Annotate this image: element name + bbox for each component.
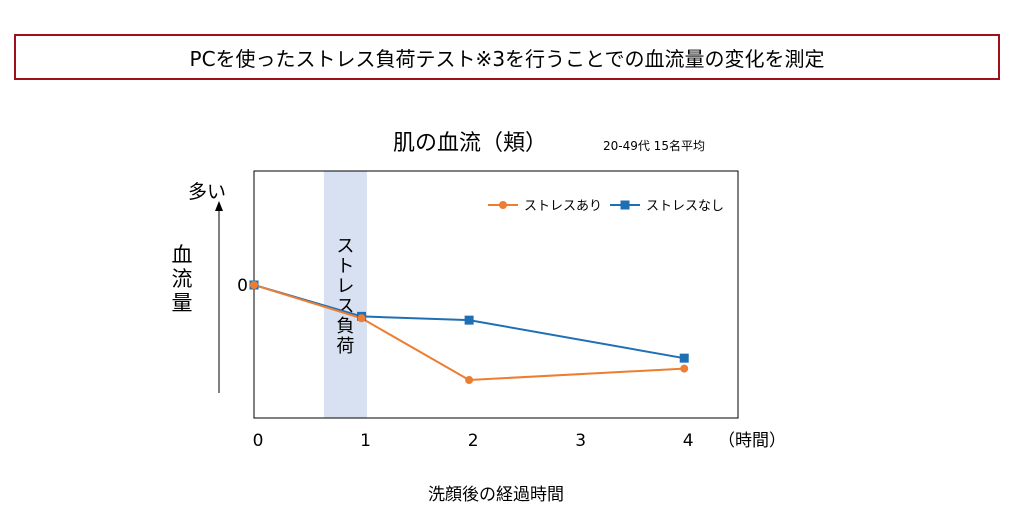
x-axis-label: 洗顔後の経過時間	[428, 485, 564, 505]
no-stress-point	[679, 353, 689, 363]
stress-band-char: 負	[336, 316, 354, 337]
chart-subtitle: 20-49代 15名平均	[603, 138, 705, 153]
stress-band-label: ストレス負荷	[336, 236, 354, 357]
stress-band-char: 荷	[336, 336, 354, 357]
x-tick-label: 1	[360, 431, 371, 451]
y-arrow-head	[215, 201, 223, 211]
x-tick-label: 0	[253, 431, 264, 451]
y-axis-label-char: 流	[172, 267, 193, 291]
legend-marker	[620, 200, 630, 210]
stress-band-char: ト	[336, 256, 354, 277]
stress-point	[680, 364, 689, 373]
chart-title: 肌の血流（頬）	[393, 131, 547, 156]
y-axis-label: 血流量	[172, 243, 193, 315]
x-tick-label: 3	[575, 431, 586, 451]
no-stress-point	[464, 315, 474, 325]
plot-frame	[253, 170, 739, 419]
legend-marker	[499, 201, 507, 209]
y-more-label: 多い	[188, 181, 226, 203]
chart-legend: ストレスあり ストレスなし	[488, 199, 724, 214]
x-unit-label: （時間）	[718, 431, 786, 451]
series-line-stress	[253, 284, 685, 382]
legend-label: ストレスなし	[646, 199, 724, 214]
y-zero-label: 0	[237, 276, 248, 296]
stress-point	[250, 281, 258, 289]
stress-band-char: レ	[336, 276, 354, 297]
x-tick-label: 4	[683, 431, 694, 451]
legend-label: ストレスあり	[524, 199, 602, 214]
stress-band	[323, 171, 367, 418]
y-axis-label-char: 血	[172, 243, 193, 267]
stress-point	[357, 314, 366, 323]
stress-band-char: ス	[336, 236, 354, 257]
header-title: PCを使ったストレス負荷テスト※3を行うことでの血流量の変化を測定	[14, 34, 1000, 80]
x-tick-label: 2	[468, 431, 479, 451]
y-axis-label-char: 量	[172, 291, 193, 315]
stress-point	[465, 376, 474, 384]
